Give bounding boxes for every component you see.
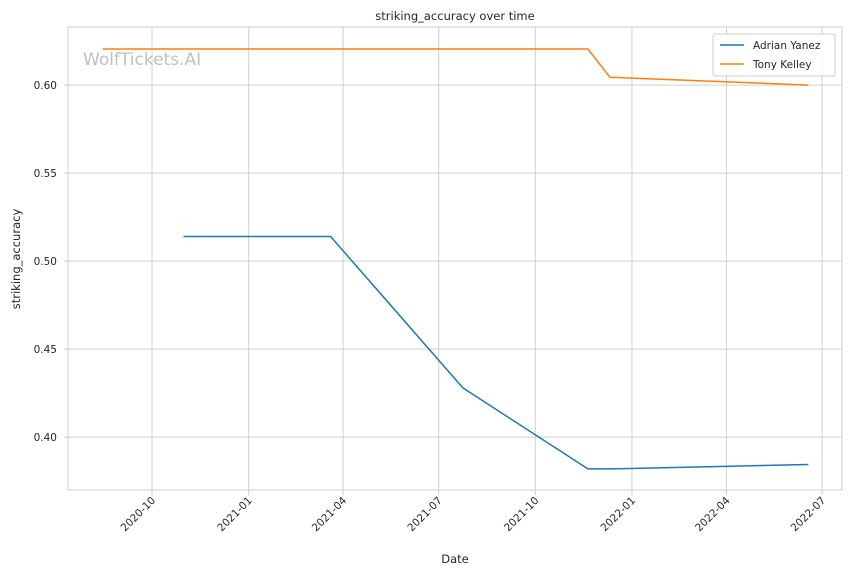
plot-area bbox=[67, 26, 843, 491]
y-axis-ticks: 0.40 0.45 0.50 0.55 0.60 bbox=[34, 80, 68, 444]
grid bbox=[68, 27, 842, 490]
chart-title: striking_accuracy over time bbox=[375, 9, 534, 23]
series-line-tony-kelley bbox=[102, 48, 809, 86]
x-tick-label: 2021-01 bbox=[215, 495, 255, 535]
x-tick-label: 2021-10 bbox=[502, 495, 542, 535]
legend-label: Tony Kelley bbox=[752, 59, 812, 71]
x-tick-label: 2021-04 bbox=[310, 494, 350, 534]
x-tick-label: 2022-01 bbox=[599, 495, 639, 535]
y-tick-label: 0.45 bbox=[34, 344, 57, 356]
x-tick-label: 2022-04 bbox=[693, 494, 733, 534]
y-tick-label: 0.55 bbox=[34, 168, 57, 180]
y-tick-label: 0.40 bbox=[34, 432, 57, 444]
watermark: WolfTickets.AI bbox=[83, 50, 201, 70]
x-axis-ticks: 2020-10 2021-01 2021-04 2021-07 2021-10 2022-… bbox=[119, 490, 829, 535]
y-axis-label: striking_accuracy bbox=[9, 209, 23, 310]
y-tick-label: 0.60 bbox=[34, 80, 57, 92]
series-line-adrian-yanez bbox=[183, 235, 809, 470]
x-tick-label: 2022-07 bbox=[789, 495, 829, 535]
x-tick-label: 2021-07 bbox=[405, 495, 445, 535]
y-tick-label: 0.50 bbox=[34, 256, 57, 268]
series-lines bbox=[102, 48, 809, 470]
x-tick-label: 2020-10 bbox=[119, 495, 159, 535]
legend: Adrian Yanez Tony Kelley bbox=[712, 33, 836, 77]
legend-label: Adrian Yanez bbox=[753, 40, 821, 52]
x-axis-label: Date bbox=[441, 552, 469, 566]
